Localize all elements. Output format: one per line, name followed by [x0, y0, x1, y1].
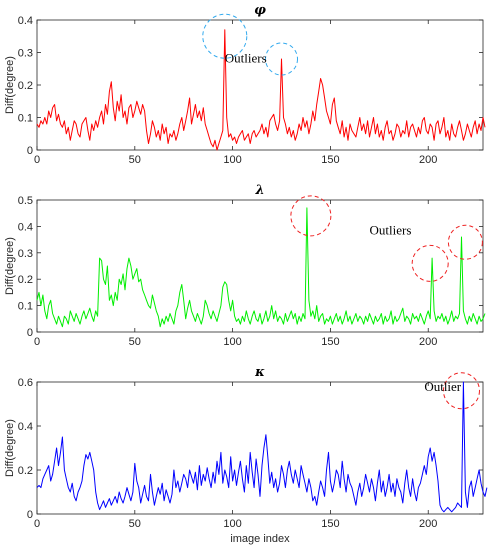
x-tick-label: 100	[223, 336, 241, 348]
y-axis-label: Diff(degree)	[4, 56, 16, 114]
x-tick-label: 100	[223, 518, 241, 530]
x-tick-label: 200	[419, 518, 437, 530]
y-tick-label: 0.1	[18, 301, 33, 313]
y-axis-label: Diff(degree)	[4, 237, 16, 295]
x-tick-label: 150	[321, 518, 339, 530]
y-tick-label: 0	[27, 327, 33, 339]
series-line-kappa	[36, 381, 488, 513]
y-axis-label: Diff(degree)	[4, 419, 16, 477]
y-tick-label: 0.1	[18, 113, 33, 125]
x-tick-label: 0	[34, 518, 40, 530]
annotation-text: Outliers	[370, 222, 412, 237]
y-tick-label: 0.4	[18, 15, 33, 27]
annotation-text: Outliers	[225, 50, 267, 65]
series-line-lambda	[36, 207, 486, 328]
x-tick-label: 0	[34, 336, 40, 348]
outlier-circle	[290, 195, 332, 237]
chart-title: κ	[254, 365, 265, 380]
chart-title: λ	[254, 183, 264, 198]
outlier-circle	[265, 42, 299, 76]
x-tick-label: 50	[129, 518, 141, 530]
plot-area	[36, 199, 484, 333]
chart-phi: φ Diff(degree) 0 50 100 150 200 0 0.1 0.2 0.3 0.4 Ou…	[4, 3, 486, 166]
plot-area	[36, 381, 484, 515]
annotation-text: Outlier	[424, 379, 461, 394]
x-tick-label: 100	[223, 154, 241, 166]
x-tick-label: 200	[419, 154, 437, 166]
series-line-phi	[36, 29, 486, 151]
x-axis-label: image index	[230, 533, 290, 545]
y-tick-label: 0.3	[18, 248, 33, 260]
x-tick-label: 200	[419, 336, 437, 348]
y-tick-label: 0.3	[18, 48, 33, 60]
y-tick-label: 0.4	[18, 221, 33, 233]
y-tick-label: 0	[27, 509, 33, 521]
x-tick-label: 150	[321, 154, 339, 166]
y-tick-label: 0.6	[18, 377, 33, 389]
chart-lambda: λ Diff(degree) 0 50 100 150 200 0 0.1 0.2 0.3 0.4 0.…	[4, 183, 486, 348]
y-tick-label: 0.2	[18, 465, 33, 477]
outlier-circle	[442, 372, 480, 410]
y-tick-label: 0.5	[18, 195, 33, 207]
chart-kappa: κ Diff(degree) 0 50 100 150 200 0 0.2 0.4 0.6 Outli…	[4, 365, 488, 545]
y-tick-label: 0	[27, 145, 33, 157]
y-tick-label: 0.2	[18, 274, 33, 286]
outlier-circle	[411, 244, 449, 282]
y-tick-label: 0.4	[18, 421, 33, 433]
x-tick-label: 0	[34, 154, 40, 166]
outlier-circle	[202, 13, 248, 59]
x-tick-label: 50	[129, 336, 141, 348]
x-tick-label: 50	[129, 154, 141, 166]
y-tick-label: 0.2	[18, 80, 33, 92]
chart-title: φ	[254, 3, 266, 18]
outlier-circle	[447, 224, 483, 260]
x-tick-label: 150	[321, 336, 339, 348]
